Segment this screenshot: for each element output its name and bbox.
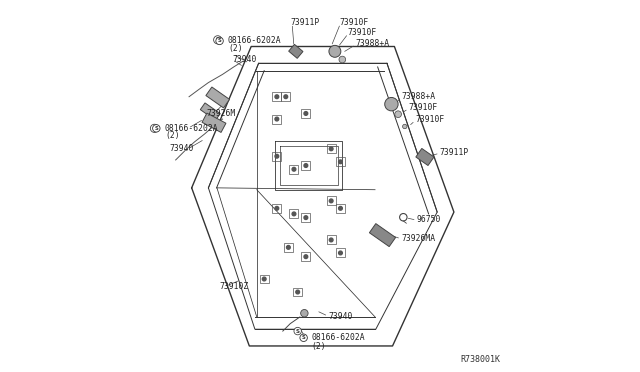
- Circle shape: [262, 277, 266, 281]
- Text: 08166-6202A: 08166-6202A: [228, 36, 282, 45]
- Text: (2): (2): [312, 342, 326, 351]
- Text: 73911P: 73911P: [291, 18, 319, 27]
- Circle shape: [150, 124, 159, 132]
- Text: 96750: 96750: [417, 215, 441, 224]
- Bar: [416, 148, 434, 166]
- Text: 73911P: 73911P: [440, 148, 469, 157]
- Circle shape: [275, 154, 278, 158]
- Text: 08166-6202A: 08166-6202A: [164, 124, 218, 133]
- Text: 73926M: 73926M: [207, 109, 236, 118]
- Bar: [369, 224, 396, 247]
- Text: (2): (2): [229, 44, 243, 53]
- Circle shape: [214, 36, 222, 44]
- Text: 73940: 73940: [232, 55, 257, 64]
- Text: 73940: 73940: [170, 144, 194, 153]
- Circle shape: [330, 199, 333, 203]
- Circle shape: [292, 212, 296, 216]
- Circle shape: [395, 111, 401, 118]
- Circle shape: [304, 164, 308, 167]
- Circle shape: [403, 124, 407, 129]
- Text: S: S: [218, 38, 221, 44]
- Text: (2): (2): [166, 131, 180, 140]
- Text: 73910F: 73910F: [408, 103, 438, 112]
- Text: R738001K: R738001K: [460, 355, 500, 364]
- Circle shape: [294, 327, 301, 335]
- Text: S: S: [301, 335, 305, 340]
- Circle shape: [292, 167, 296, 171]
- Text: S: S: [296, 328, 300, 334]
- Circle shape: [152, 125, 160, 132]
- Circle shape: [339, 251, 342, 255]
- Circle shape: [385, 97, 398, 111]
- Circle shape: [275, 95, 278, 99]
- Text: 73926MA: 73926MA: [401, 234, 435, 243]
- Circle shape: [330, 238, 333, 242]
- Text: 73940: 73940: [328, 312, 353, 321]
- Circle shape: [301, 310, 308, 317]
- Circle shape: [329, 45, 341, 57]
- Bar: [202, 113, 226, 132]
- Circle shape: [339, 160, 342, 164]
- Text: 73910F: 73910F: [415, 115, 445, 124]
- Circle shape: [339, 56, 346, 63]
- Bar: [206, 87, 230, 108]
- Text: 08166-6202A: 08166-6202A: [312, 333, 365, 342]
- Circle shape: [296, 290, 300, 294]
- Circle shape: [304, 255, 308, 259]
- Circle shape: [287, 246, 291, 249]
- Text: S: S: [154, 126, 158, 131]
- Bar: [200, 103, 220, 120]
- Circle shape: [339, 206, 342, 210]
- Text: 73988+A: 73988+A: [356, 39, 390, 48]
- Circle shape: [275, 206, 278, 210]
- Circle shape: [275, 117, 278, 121]
- Bar: [289, 44, 303, 58]
- Circle shape: [330, 147, 333, 151]
- Circle shape: [300, 334, 307, 341]
- Circle shape: [304, 112, 308, 115]
- Circle shape: [284, 95, 287, 99]
- Circle shape: [216, 37, 223, 45]
- Text: 73988+A: 73988+A: [402, 92, 436, 101]
- Circle shape: [304, 216, 308, 219]
- Text: 73910Z: 73910Z: [220, 282, 249, 291]
- Text: 73910F: 73910F: [339, 18, 369, 27]
- Text: 73910F: 73910F: [348, 28, 377, 37]
- Text: S: S: [216, 37, 220, 42]
- Text: S: S: [152, 126, 156, 131]
